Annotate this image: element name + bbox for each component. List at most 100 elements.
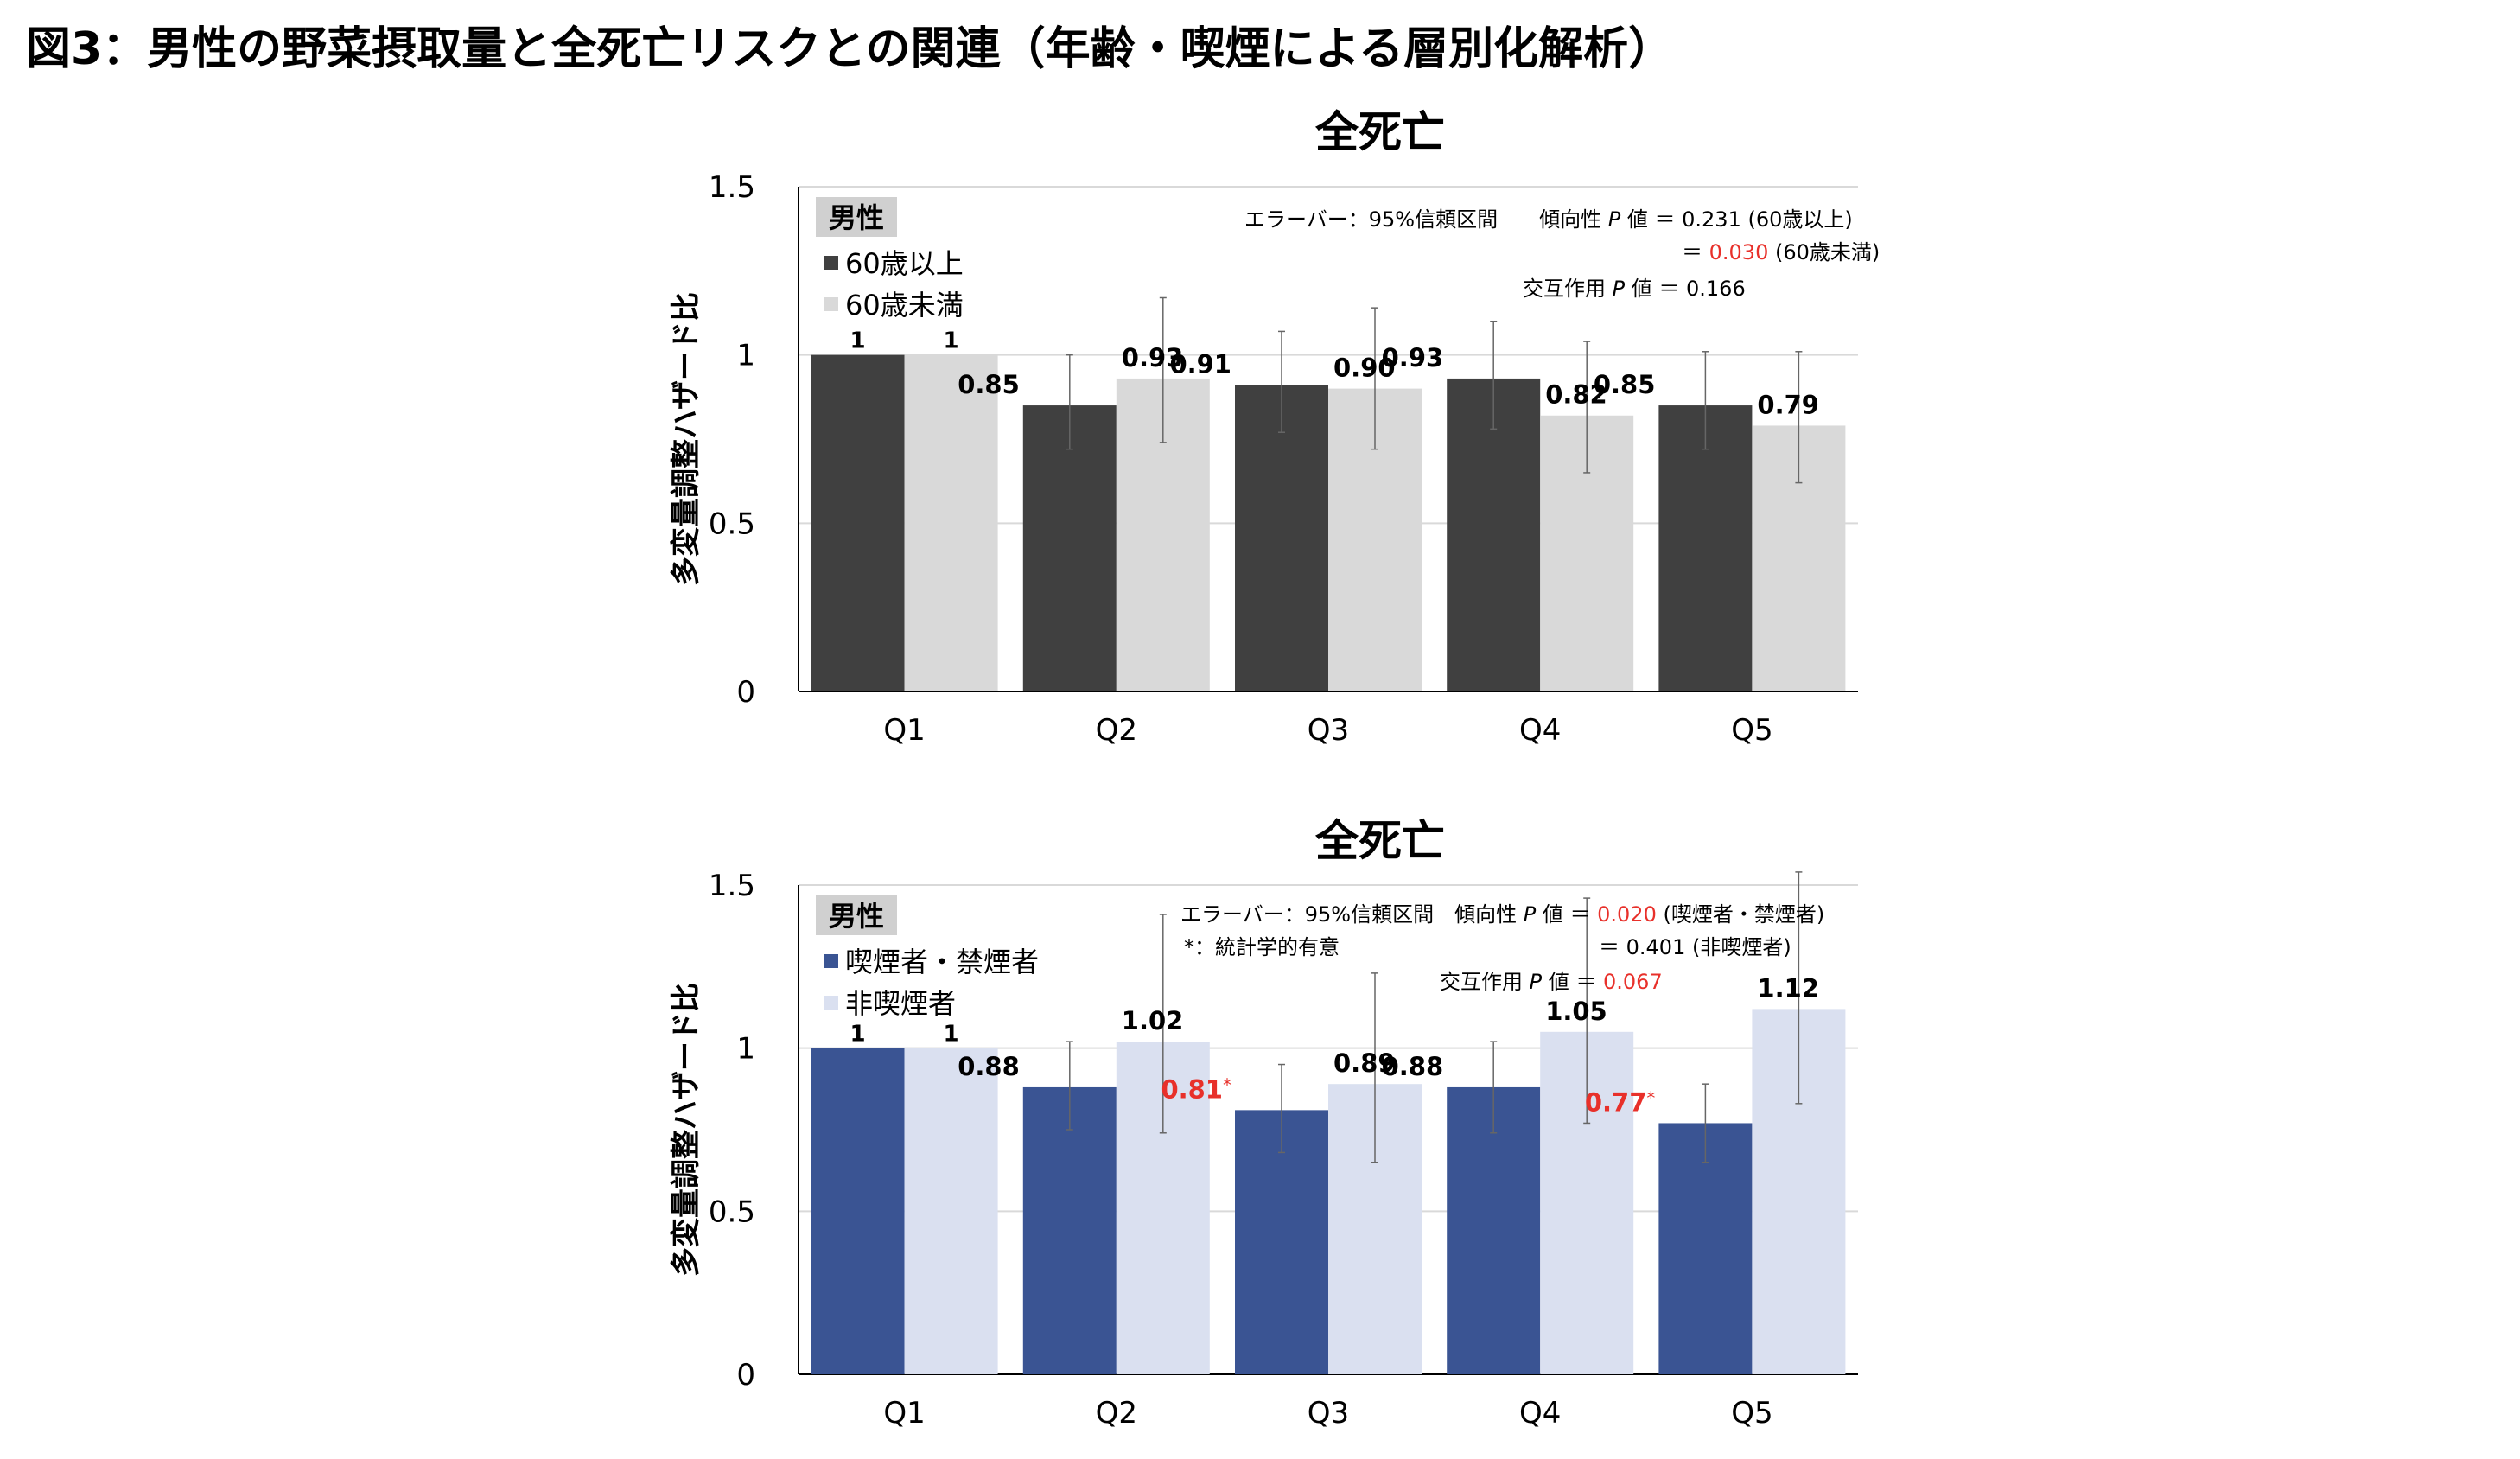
data-label: 0.82 xyxy=(1545,380,1607,410)
legend-label: 非喫煙者 xyxy=(845,987,956,1020)
data-label: 0.91 xyxy=(1169,350,1231,379)
errorbar-note-line: エラーバー：95%信頼区間 傾向性 P 値 ＝ 0.020 (喫煙者・禁煙者) xyxy=(1180,902,1824,927)
x-tick-label: Q4 xyxy=(1519,713,1561,748)
significance-mark: * xyxy=(1223,1074,1231,1095)
value-word: 値 xyxy=(1620,207,1654,232)
bar-smoker-q3 xyxy=(1235,1110,1328,1374)
errorbar-note: エラーバー：95%信頼区間 xyxy=(1244,207,1539,232)
data-label: 1 xyxy=(850,328,866,354)
p-value-group: (非喫煙者) xyxy=(1685,935,1791,959)
legend-header-box xyxy=(816,895,897,935)
data-label: 0.88 xyxy=(958,1052,1020,1081)
data-label: 1 xyxy=(944,328,959,354)
data-label: 0.79 xyxy=(1757,390,1819,419)
bar-nonsmoker-q1 xyxy=(904,1048,998,1374)
y-tick-label: 0 xyxy=(736,1358,755,1392)
x-tick-label: Q3 xyxy=(1308,1396,1349,1430)
data-label: 1.12 xyxy=(1757,973,1819,1003)
legend-header: 男性 xyxy=(829,900,884,933)
interaction-p-value: 0.166 xyxy=(1686,277,1746,301)
y-axis-label: 多変量調整ハザード比 xyxy=(669,292,703,586)
x-tick-label: Q5 xyxy=(1731,1396,1772,1430)
errorbar-note: エラーバー：95%信頼区間 xyxy=(1180,902,1454,927)
data-label: 0.85 xyxy=(1594,370,1656,399)
legend-label: 喫煙者・禁煙者 xyxy=(845,946,1039,978)
x-tick-label: Q1 xyxy=(883,1396,925,1430)
data-label-value: 0.77 xyxy=(1585,1087,1647,1117)
legend-swatch-nonsmoker xyxy=(824,996,838,1010)
legend-header: 男性 xyxy=(829,201,884,234)
p-letter: P xyxy=(1530,970,1543,994)
p-value: 0.020 xyxy=(1597,902,1657,927)
bar-age_older-q1 xyxy=(811,354,905,691)
interaction-label: 交互作用 xyxy=(1440,970,1530,994)
p-value: 0.401 xyxy=(1626,935,1686,959)
legend-label: 60歳以上 xyxy=(845,247,964,280)
bar-age_older-q5 xyxy=(1658,405,1753,691)
x-tick-label: Q2 xyxy=(1096,1396,1137,1430)
legend-header-box xyxy=(816,197,897,237)
data-label: 0.89 xyxy=(1333,1048,1396,1078)
x-tick-label: Q5 xyxy=(1731,713,1772,748)
interaction-label: 交互作用 xyxy=(1523,277,1613,301)
data-label-value: 0.81 xyxy=(1161,1074,1223,1104)
p-value-group: (喫煙者・禁煙者) xyxy=(1657,902,1824,927)
value-word: 値 xyxy=(1536,902,1569,927)
data-label: 0.90 xyxy=(1333,354,1396,383)
x-tick-label: Q4 xyxy=(1519,1396,1561,1430)
legend-label: 60歳未満 xyxy=(845,289,964,322)
trend-p-line-2: ＝ 0.030 (60歳未満) xyxy=(1682,240,1880,264)
chart-title: 全死亡 xyxy=(1314,107,1445,157)
p-letter: P xyxy=(1608,207,1621,232)
trend-label: 傾向性 xyxy=(1454,902,1524,927)
x-tick-label: Q2 xyxy=(1096,713,1137,748)
data-label: 0.93 xyxy=(1122,343,1184,373)
legend-swatch-age_younger xyxy=(824,297,838,311)
value-word: 値 ＝ xyxy=(1542,970,1603,994)
figure-title: 図3：男性の野菜摂取量と全死亡リスクとの関連（年齢・喫煙による層別化解析） xyxy=(26,23,1674,75)
data-label: 1 xyxy=(850,1022,866,1048)
data-label: 1.02 xyxy=(1122,1006,1184,1035)
legend-swatch-smoker xyxy=(824,954,838,968)
bar-age_older-q4 xyxy=(1447,378,1541,691)
legend-swatch-age_older xyxy=(824,256,838,270)
bar-smoker-q5 xyxy=(1658,1123,1753,1374)
bar-smoker-q4 xyxy=(1447,1086,1541,1374)
y-tick-label: 0.5 xyxy=(709,1195,755,1229)
data-label: 0.77* xyxy=(1585,1087,1656,1117)
p-letter: P xyxy=(1524,902,1537,927)
equals-sign: ＝ xyxy=(1655,207,1683,232)
p-value-group: (60歳未満) xyxy=(1768,240,1880,264)
trend-label: 傾向性 xyxy=(1539,207,1608,232)
trend-p-line-2: ＝ 0.401 (非喫煙者) xyxy=(1599,935,1791,959)
equals-sign: ＝ xyxy=(1682,240,1709,264)
y-tick-label: 0 xyxy=(736,675,755,710)
p-value: 0.231 xyxy=(1682,207,1741,232)
significance-note: *：統計学的有意 xyxy=(1184,935,1340,959)
data-label: 0.88 xyxy=(1382,1052,1444,1081)
interaction-p-value: 0.067 xyxy=(1603,970,1663,994)
data-label: 0.81* xyxy=(1161,1074,1231,1104)
significance-mark: * xyxy=(1646,1087,1655,1108)
data-label: 0.85 xyxy=(958,370,1020,399)
p-value-group: (60歳以上) xyxy=(1741,207,1853,232)
errorbar-note-line: エラーバー：95%信頼区間 傾向性 P 値 ＝ 0.231 (60歳以上) xyxy=(1244,207,1853,232)
interaction-line: 交互作用 P 値 ＝ 0.067 xyxy=(1440,970,1663,994)
interaction-line: 交互作用 P 値 ＝ 0.166 xyxy=(1523,277,1746,301)
bar-age_younger-q1 xyxy=(904,354,998,691)
p-value: 0.030 xyxy=(1709,240,1769,264)
x-tick-label: Q1 xyxy=(883,713,925,748)
data-label: 1.05 xyxy=(1545,997,1607,1026)
y-tick-label: 1 xyxy=(736,339,755,373)
y-tick-label: 1.5 xyxy=(709,869,755,903)
value-word: 値 ＝ xyxy=(1625,277,1686,301)
x-tick-label: Q3 xyxy=(1308,713,1349,748)
y-tick-label: 1.5 xyxy=(709,170,755,205)
equals-sign: ＝ xyxy=(1570,902,1598,927)
bar-age_older-q3 xyxy=(1235,385,1328,691)
y-axis-label: 多変量調整ハザード比 xyxy=(669,983,703,1277)
y-tick-label: 0.5 xyxy=(709,507,755,541)
